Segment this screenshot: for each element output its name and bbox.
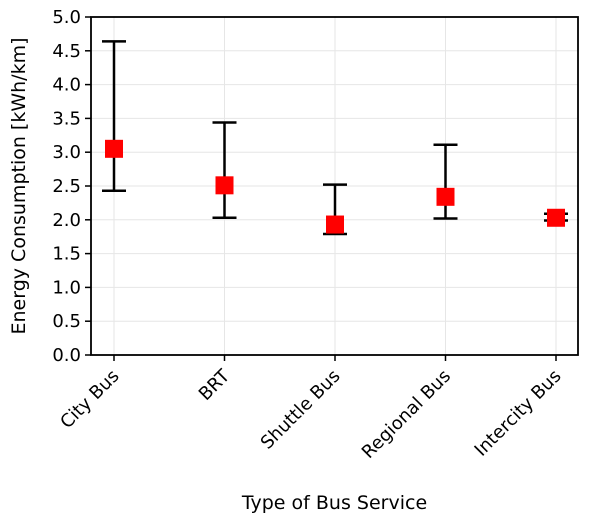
x-tick-label: City Bus xyxy=(56,366,123,433)
data-point-marker xyxy=(215,176,234,195)
data-point-marker xyxy=(105,139,123,158)
data-point-marker xyxy=(436,187,455,206)
y-tick-label: 5.0 xyxy=(52,7,81,28)
x-axis-label: Type of Bus Service xyxy=(241,492,427,514)
data-point-marker xyxy=(547,208,565,227)
y-tick-label: 3.0 xyxy=(52,142,81,163)
y-tick-label: 3.5 xyxy=(52,108,81,129)
y-tick-label: 4.0 xyxy=(52,75,81,96)
x-tick-label: Regional Bus xyxy=(358,366,455,463)
y-tick-label: 2.0 xyxy=(52,210,81,231)
x-axis-ticks: City Bus BRT Shuttle Bus Regional Bus Interc… xyxy=(56,355,566,463)
y-axis-ticks: 0.0 0.5 1.0 1.5 2.0 2.5 3.0 3.5 4.0 4.5 5.0 xyxy=(52,7,91,366)
y-tick-label: 0.5 xyxy=(52,311,81,332)
y-tick-label: 1.5 xyxy=(52,244,81,265)
plot-frame xyxy=(90,16,579,356)
y-tick-label: 1.0 xyxy=(52,277,81,298)
data-point-marker xyxy=(326,215,344,234)
x-tick-label: Shuttle Bus xyxy=(257,366,345,454)
data-markers xyxy=(105,139,565,234)
x-tick-label: Intercity Bus xyxy=(471,366,566,461)
y-tick-label: 0.0 xyxy=(52,345,81,366)
y-tick-label: 4.5 xyxy=(52,41,81,62)
x-tick-label: BRT xyxy=(195,365,235,405)
y-axis-label: Energy Consumption [kWh/km] xyxy=(8,37,30,334)
y-tick-label: 2.5 xyxy=(52,176,81,197)
